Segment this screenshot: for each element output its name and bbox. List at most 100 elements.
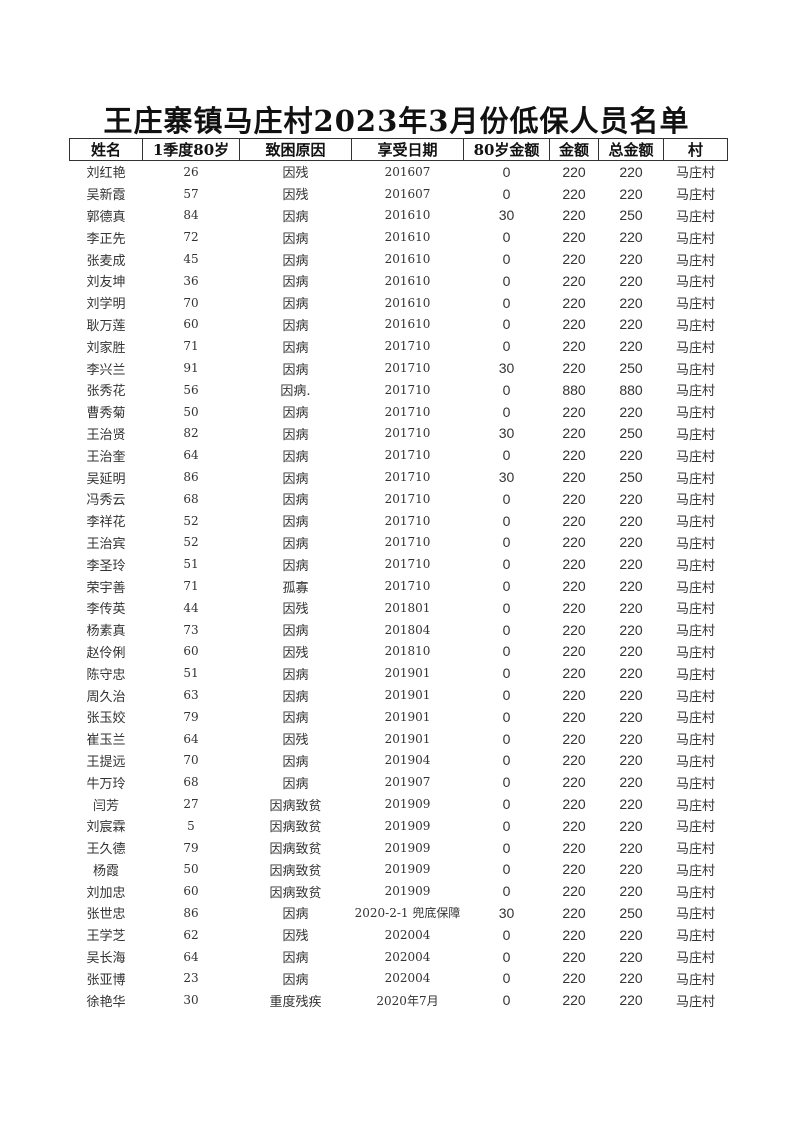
column-header-age-80-amount: 80岁金额 xyxy=(463,138,550,161)
cell-age-80-amount: 0 xyxy=(502,578,511,595)
cell-q1-age-80: 84 xyxy=(183,208,199,223)
cell-poverty-cause: 因病 xyxy=(282,297,309,313)
cell-age-80-amount: 0 xyxy=(502,338,511,355)
cell-village: 马庄村 xyxy=(675,842,715,858)
cell-amount: 220 xyxy=(562,883,586,900)
table-row: 王治宾 52 因病 201710 0 220 220 马庄村 xyxy=(70,532,728,554)
table-row: 刘学明 70 因病 201610 0 220 220 马庄村 xyxy=(70,292,728,314)
cell-poverty-cause: 因病 xyxy=(282,972,309,988)
table-row: 王治奎 64 因病 201710 0 220 220 马庄村 xyxy=(70,444,728,466)
cell-total-amount: 220 xyxy=(619,926,643,943)
cell-age-80-amount: 0 xyxy=(502,861,511,878)
cell-q1-age-80: 57 xyxy=(183,186,199,201)
cell-village: 马庄村 xyxy=(675,275,715,291)
cell-q1-age-80: 62 xyxy=(183,927,199,942)
cell-amount: 220 xyxy=(562,817,586,834)
cell-q1-age-80: 91 xyxy=(183,361,199,376)
cell-benefit-date: 2020-2-1 兜底保障 xyxy=(354,906,461,921)
cell-village: 马庄村 xyxy=(675,209,715,225)
cell-amount: 220 xyxy=(562,447,586,464)
cell-age-80-amount: 0 xyxy=(502,251,511,268)
cell-total-amount: 220 xyxy=(619,796,643,812)
cell-village: 马庄村 xyxy=(675,820,715,836)
cell-q1-age-80: 45 xyxy=(183,252,199,267)
cell-total-amount: 220 xyxy=(619,338,643,355)
cell-q1-age-80: 71 xyxy=(183,579,199,594)
table-row: 张玉姣 79 因病 201901 0 220 220 马庄村 xyxy=(70,706,728,728)
table-row: 耿万莲 60 因病 201610 0 220 220 马庄村 xyxy=(70,314,728,336)
cell-benefit-date: 201901 xyxy=(384,731,431,746)
cell-age-80-amount: 0 xyxy=(502,643,511,660)
cell-q1-age-80: 36 xyxy=(183,273,199,288)
cell-village: 马庄村 xyxy=(675,863,715,879)
cell-village: 马庄村 xyxy=(675,471,715,487)
table-row: 杨素真 73 因病 201804 0 220 220 马庄村 xyxy=(70,619,728,641)
cell-poverty-cause: 因病 xyxy=(282,951,309,967)
cell-benefit-date: 201909 xyxy=(384,797,431,811)
cell-amount: 220 xyxy=(562,469,586,486)
cell-amount: 220 xyxy=(562,621,586,638)
cell-total-amount: 220 xyxy=(619,251,643,268)
cell-name: 杨霞 xyxy=(92,863,119,879)
cell-amount: 220 xyxy=(562,948,586,965)
cell-total-amount: 220 xyxy=(619,599,643,616)
cell-name: 崔玉兰 xyxy=(86,733,126,749)
cell-benefit-date: 201909 xyxy=(384,862,431,877)
cell-age-80-amount: 0 xyxy=(502,730,511,747)
cell-q1-age-80: 71 xyxy=(183,339,199,354)
cell-age-80-amount: 0 xyxy=(502,992,511,1009)
cell-total-amount: 220 xyxy=(619,229,643,246)
cell-poverty-cause: 重度残疾 xyxy=(269,994,322,1010)
cell-age-80-amount: 0 xyxy=(502,490,511,507)
cell-benefit-date: 201710 xyxy=(384,513,431,528)
table-row: 张亚博 23 因病 202004 0 220 220 马庄村 xyxy=(70,967,728,989)
cell-name: 张麦成 xyxy=(86,253,126,269)
cell-village: 马庄村 xyxy=(675,188,715,204)
cell-amount: 220 xyxy=(562,316,586,333)
cell-amount: 220 xyxy=(562,839,586,856)
cell-poverty-cause: 因病致贫 xyxy=(269,820,322,836)
column-header-q1-age-80: 1季度80岁 xyxy=(142,138,240,161)
cell-age-80-amount: 0 xyxy=(502,687,511,704)
cell-benefit-date: 201901 xyxy=(384,709,431,724)
table-row: 张世忠 86 因病 2020-2-1 兜底保障 30 220 250 马庄村 xyxy=(70,902,728,924)
cell-amount: 220 xyxy=(562,490,586,507)
cell-benefit-date: 201610 xyxy=(384,230,431,245)
cell-amount: 220 xyxy=(562,643,586,660)
cell-poverty-cause: 因病致贫 xyxy=(269,863,322,879)
page-title: 王庄寨镇马庄村2023年3月份低保人员名单 xyxy=(103,104,690,138)
cell-age-80-amount: 30 xyxy=(498,360,515,377)
cell-poverty-cause: 因病 xyxy=(282,711,309,727)
cell-age-80-amount: 30 xyxy=(498,207,515,224)
cell-age-80-amount: 0 xyxy=(502,883,511,900)
cell-q1-age-80: 5 xyxy=(187,818,195,833)
table-row: 王提远 70 因病 201904 0 220 220 马庄村 xyxy=(70,750,728,772)
cell-benefit-date: 201710 xyxy=(384,557,431,572)
cell-benefit-date: 201610 xyxy=(384,295,431,310)
cell-village: 马庄村 xyxy=(675,536,715,552)
cell-age-80-amount: 0 xyxy=(502,316,511,333)
cell-amount: 220 xyxy=(562,926,586,943)
cell-q1-age-80: 72 xyxy=(183,230,199,245)
cell-village: 马庄村 xyxy=(675,733,715,749)
cell-age-80-amount: 0 xyxy=(502,229,511,246)
cell-name: 牛万玲 xyxy=(86,776,126,792)
cell-age-80-amount: 0 xyxy=(502,556,511,573)
cell-benefit-date: 201710 xyxy=(384,491,431,506)
cell-amount: 220 xyxy=(562,360,586,377)
cell-total-amount: 220 xyxy=(619,490,643,507)
cell-q1-age-80: 86 xyxy=(183,905,199,920)
cell-village: 马庄村 xyxy=(675,580,715,596)
column-header-poverty-cause: 致困原因 xyxy=(239,138,352,161)
cell-total-amount: 220 xyxy=(619,687,643,704)
cell-poverty-cause: 因残 xyxy=(282,733,309,749)
cell-village: 马庄村 xyxy=(675,231,715,247)
cell-total-amount: 250 xyxy=(619,469,643,486)
cell-village: 马庄村 xyxy=(675,297,715,313)
cell-total-amount: 220 xyxy=(619,861,643,878)
cell-village: 马庄村 xyxy=(675,689,715,705)
cell-name: 杨素真 xyxy=(86,624,126,640)
cell-village: 马庄村 xyxy=(675,558,715,574)
cell-benefit-date: 201610 xyxy=(384,208,431,223)
cell-poverty-cause: 因病 xyxy=(282,362,309,378)
